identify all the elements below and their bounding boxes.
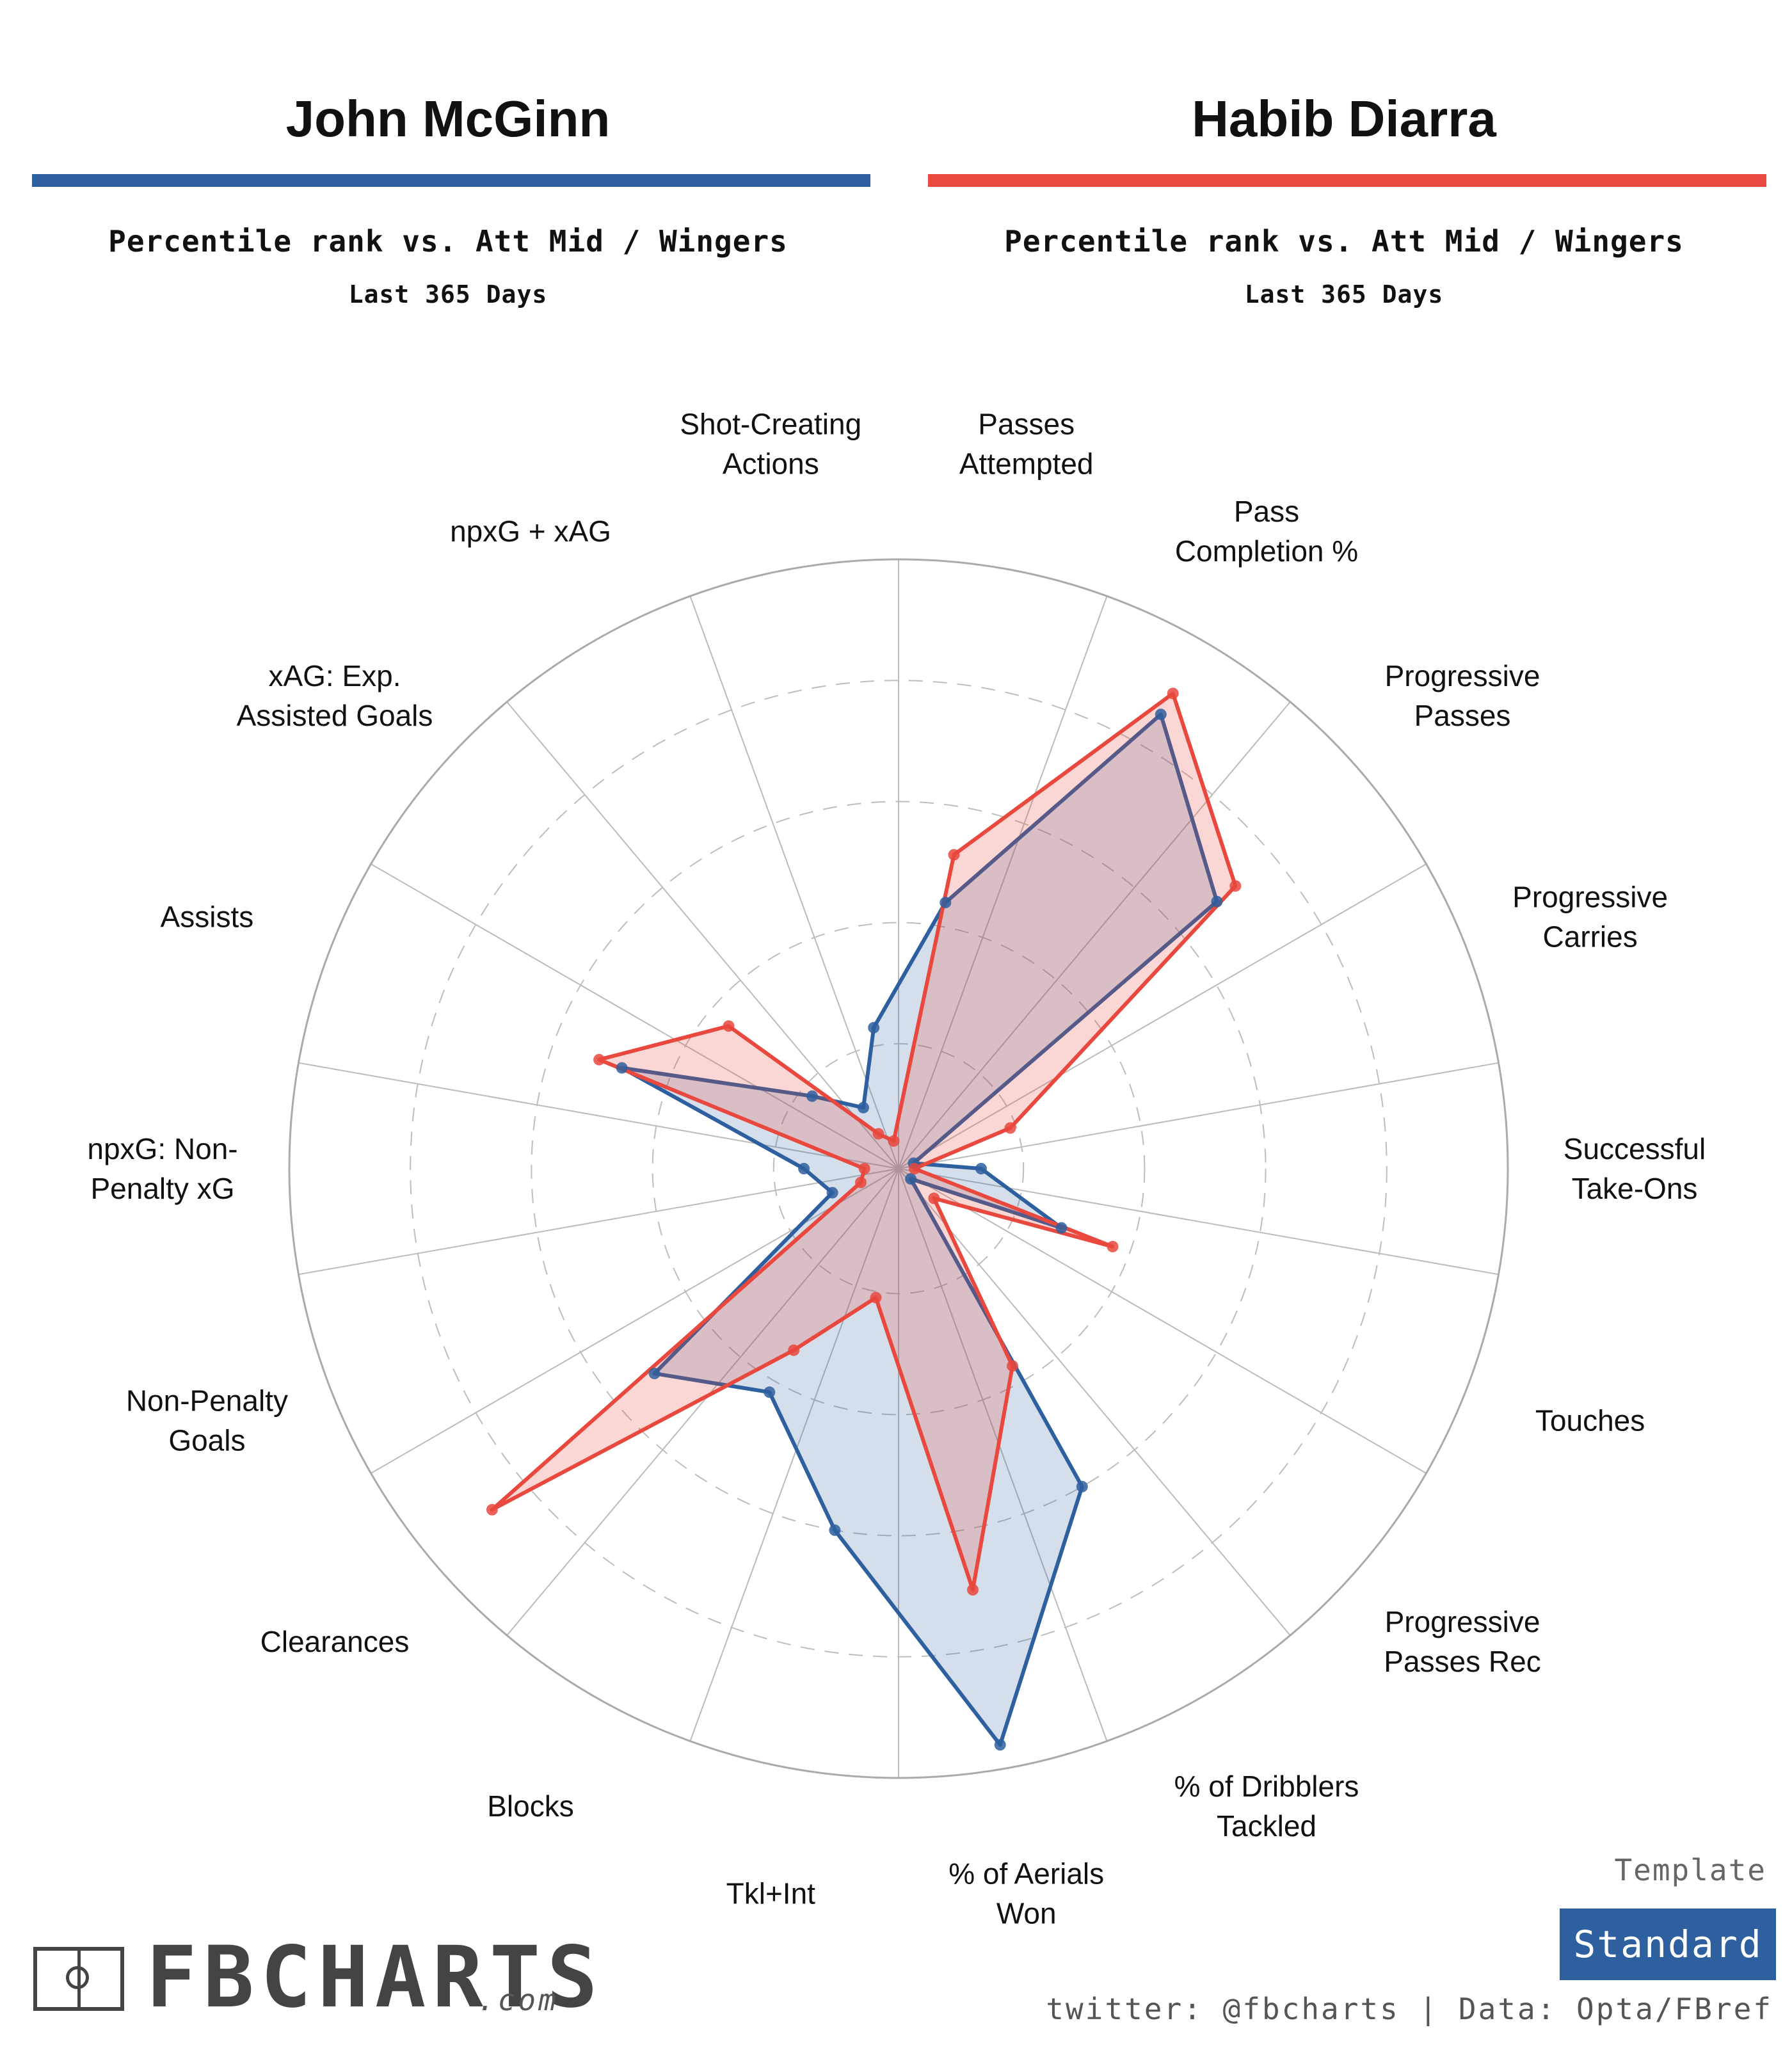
radar-series (490, 691, 1238, 1747)
radar-spoke (898, 863, 1427, 1169)
series-1-point (1055, 1222, 1068, 1234)
radar-spoke (689, 1168, 899, 1741)
axis-label: npxG + xAG (450, 515, 611, 548)
radar-spoke (506, 701, 899, 1169)
series-2-point (908, 1163, 920, 1174)
series-1-point (994, 1739, 1006, 1751)
radar-spoke (371, 1168, 899, 1474)
radar-spoke (298, 1168, 899, 1276)
series-1-point (829, 1524, 841, 1536)
player2-color-bar (928, 174, 1766, 187)
axis-label: Assists (161, 900, 254, 934)
series-2-point (872, 1128, 884, 1140)
radar-grid-ring (772, 1043, 1025, 1295)
axis-label: Progressive Carries (1512, 881, 1668, 954)
axis-label: npxG: Non-Penalty xG (87, 1132, 237, 1205)
axis-label: xAG: Exp. Assisted Goals (237, 659, 433, 732)
player2-name: Habib Diarra (1192, 90, 1496, 147)
radar-spoke (898, 1062, 1499, 1169)
radar-grid-ring (531, 801, 1267, 1537)
axis-label: Clearances (260, 1625, 410, 1658)
radar-spoke (298, 1062, 899, 1169)
series-2-point (888, 1135, 900, 1147)
series-1-point (798, 1163, 810, 1174)
series-1-point (868, 1021, 880, 1034)
player1-color-bar (32, 174, 870, 187)
pitch-logo-center-circle (66, 1966, 89, 1989)
series-2-point (1229, 880, 1242, 892)
series-1-point (905, 1173, 917, 1185)
series-2-point (948, 849, 960, 861)
logo-suffix: .com (477, 1983, 559, 2017)
player1-name: John McGinn (285, 90, 611, 147)
axis-label: Progressive Passes Rec (1384, 1605, 1540, 1678)
series-1-point (1211, 895, 1223, 908)
logo-wordmark: FBCHARTS (146, 1928, 604, 2027)
template-badge: Standard (1560, 1908, 1776, 1980)
radar-points (486, 687, 1242, 1751)
series-2-point (788, 1344, 800, 1356)
series-2-point (486, 1503, 498, 1516)
radar-spoke (506, 1168, 899, 1636)
series-2-point (1007, 1360, 1018, 1372)
player2-period: Last 365 Days (1244, 280, 1444, 308)
series-2-point (593, 1053, 605, 1066)
axis-label: Tkl+Int (726, 1877, 816, 1910)
axis-label: Blocks (487, 1789, 573, 1823)
radar-spoke (898, 1168, 1499, 1276)
axis-label: Pass Completion % (1175, 495, 1358, 568)
series-1-point (648, 1368, 660, 1380)
data-credit: twitter: @fbcharts | Data: Opta/FBref (1046, 1992, 1773, 2026)
axis-label: Progressive Passes (1385, 659, 1540, 732)
series-1-point (1155, 708, 1167, 721)
series-2-point (967, 1584, 979, 1596)
radar-spoke (898, 596, 1108, 1169)
axis-label: Passes Attempted (959, 408, 1094, 481)
series-1-point (826, 1187, 838, 1199)
radar-outer-ring (288, 558, 1509, 1779)
axis-label: Shot-Creating Actions (680, 408, 861, 481)
series-2-point (855, 1176, 867, 1188)
series-2-point (1004, 1122, 1016, 1134)
series-1-point (975, 1163, 987, 1174)
radar-grid-ring (652, 922, 1146, 1416)
radar-spoke (371, 863, 899, 1169)
axis-label: Non-Penalty Goals (126, 1384, 288, 1457)
axis-label: Successful Take-Ons (1564, 1132, 1706, 1205)
series-1-point (616, 1062, 628, 1074)
radar-spoke (689, 596, 899, 1169)
series-1-point (940, 897, 952, 909)
series-2-point (1167, 687, 1179, 700)
series-2-point (858, 1163, 870, 1174)
player1-subtitle: Percentile rank vs. Att Mid / Wingers (108, 224, 788, 259)
axis-label: % of Aerials Won (948, 1857, 1104, 1930)
series-2-point (928, 1192, 940, 1204)
series-1-point (806, 1090, 818, 1102)
radar-grid (288, 558, 1509, 1779)
radar-spoke (898, 1168, 1108, 1741)
radar-spoke (898, 701, 1291, 1169)
series-2-point (1107, 1240, 1119, 1252)
player2-subtitle: Percentile rank vs. Att Mid / Wingers (1004, 224, 1684, 259)
series-1-point (764, 1386, 776, 1398)
series-1-point (858, 1101, 869, 1114)
radar-axis-labels: Passes Attempted Pass Completion % Progressi… (87, 408, 1706, 1930)
radar-spoke (898, 1168, 1291, 1636)
axis-label: % of Dribblers Tackled (1174, 1770, 1359, 1843)
axis-label: Touches (1535, 1404, 1645, 1437)
player1-period: Last 365 Days (348, 280, 548, 308)
series-2-point (870, 1292, 882, 1304)
radar-spoke (898, 1168, 1427, 1474)
radar-grid-ring (410, 680, 1388, 1658)
series-2-point (723, 1020, 735, 1032)
series-1-point (1076, 1480, 1088, 1492)
template-label: Template (1614, 1853, 1766, 1887)
